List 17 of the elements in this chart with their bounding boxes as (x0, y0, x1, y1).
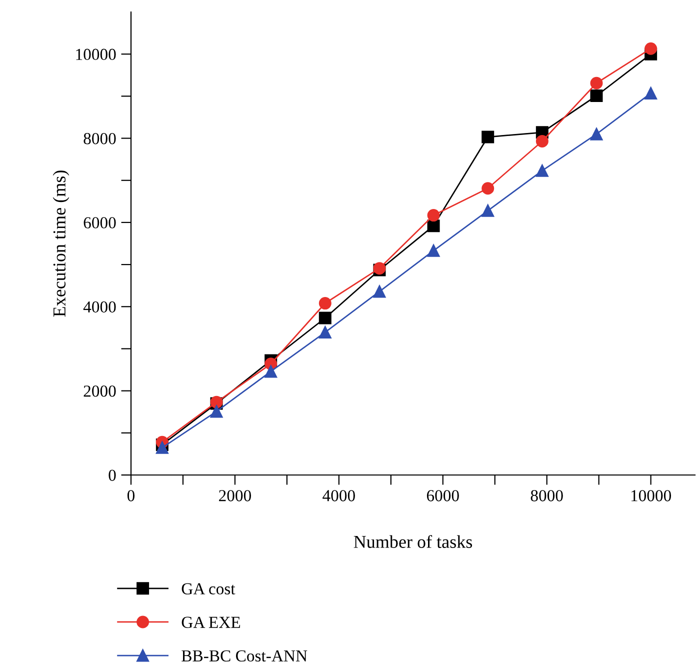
x-tick-label: 2000 (219, 490, 251, 502)
x-tick-label: 4000 (322, 490, 355, 502)
legend-label: GA cost (182, 583, 236, 594)
x-tick-label: 8000 (530, 490, 563, 502)
y-tick-label: 6000 (84, 217, 116, 228)
x-tick-label: 0 (127, 490, 135, 502)
x-tick-label: 6000 (426, 490, 459, 502)
y-axis-title: Execution time (ms) (52, 170, 70, 317)
x-tick-label: 10000 (631, 490, 672, 502)
y-tick-label: 8000 (84, 132, 116, 144)
legend-label: BB-BC Cost-ANN (182, 650, 308, 662)
y-tick-label: 0 (108, 470, 116, 481)
legend-label: GA EXE (182, 616, 240, 628)
y-tick-label: 10000 (76, 48, 116, 60)
x-axis-title: Number of tasks (354, 535, 472, 548)
y-tick-label: 4000 (83, 301, 116, 313)
y-tick-label: 2000 (84, 386, 116, 397)
